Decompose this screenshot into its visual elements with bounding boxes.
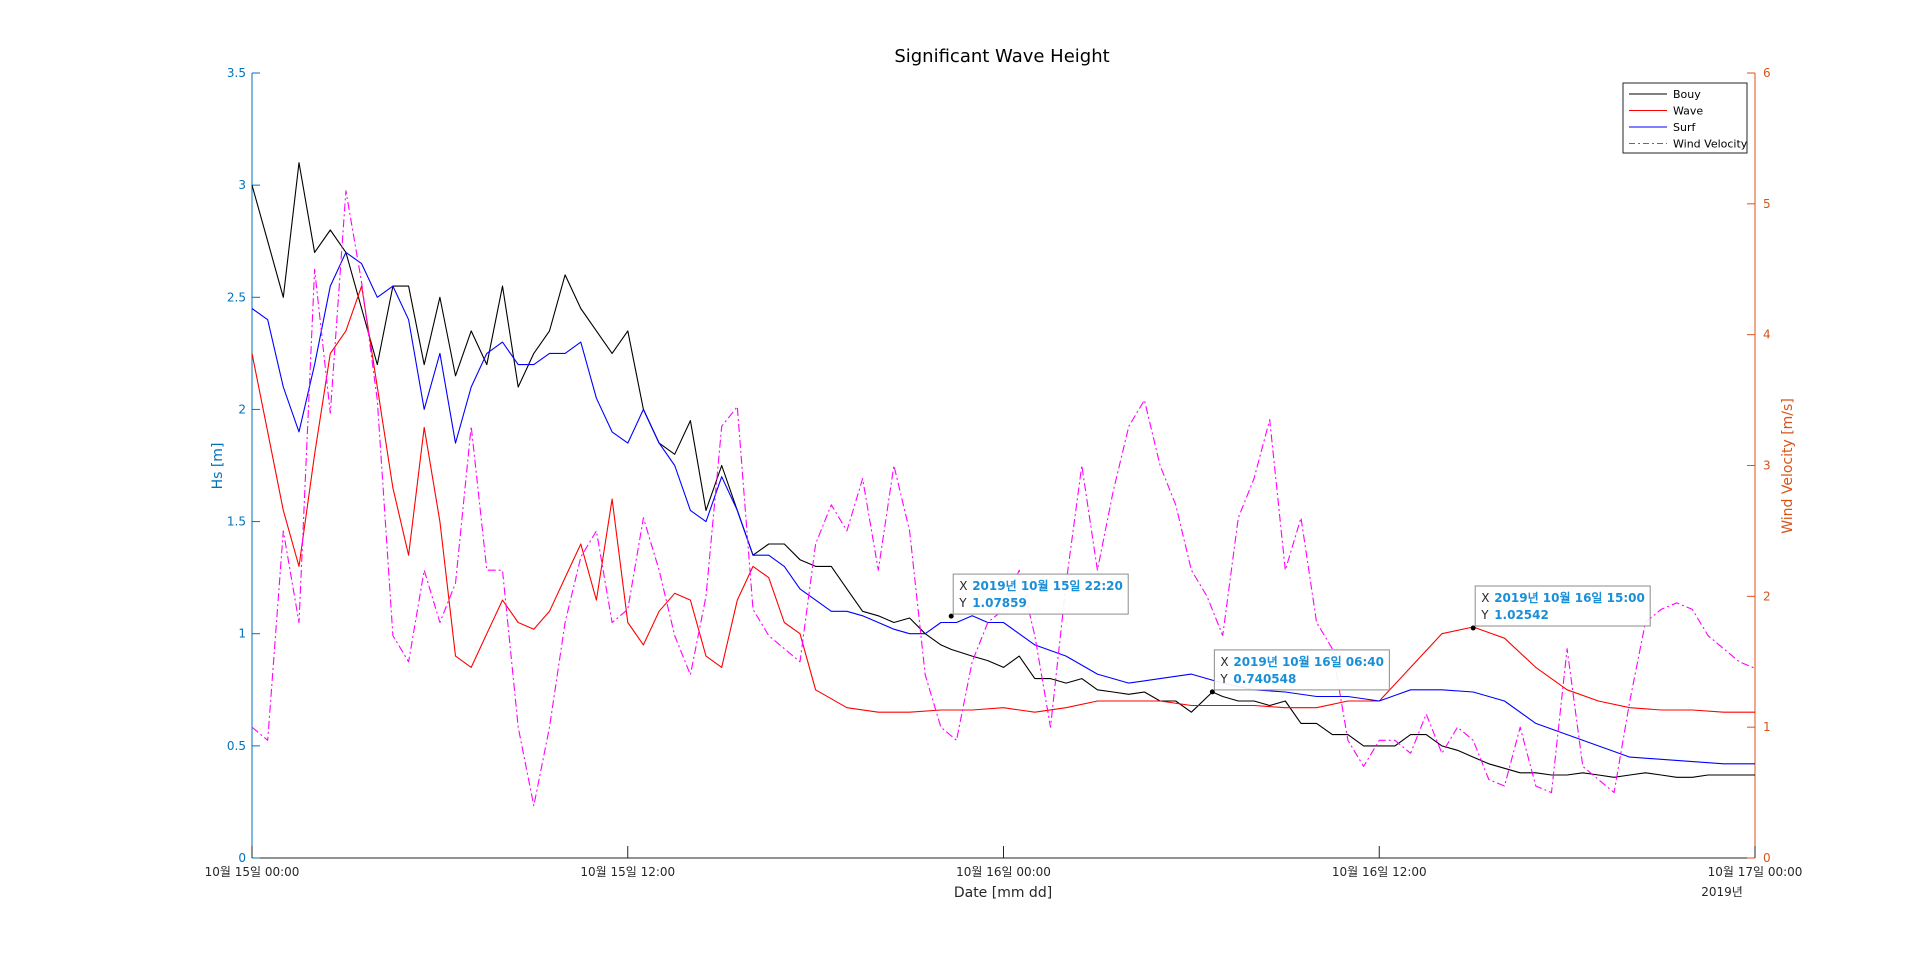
chart-title: Significant Wave Height [894,46,1109,67]
x-year-label: 2019년 [1701,885,1743,899]
datatip-x-value: 2019년 10월 16일 15:00 [1494,590,1645,605]
series-line-wind-velocity [251,190,1756,807]
legend-box [1622,82,1748,154]
x-tick-label: 10월 16일 12:00 [1332,865,1427,879]
legend: Bouy Wave Surf Wind Velocity [1622,82,1748,154]
axes: 0 0.5 1 1.5 2 2.5 3 3.5 0 1 2 3 4 5 6 10월 15일 00:00 10월 … [205,66,1803,879]
y-left-label: Hs [m] [210,443,226,490]
datatip-y-value: 1.07859 [972,596,1027,610]
y-right-tick-label: 4 [1763,328,1771,342]
datatip-y-value: 0.740548 [1233,672,1296,686]
y-right-tick-label: 5 [1763,197,1771,211]
y-left-tick-label: 3.5 [227,66,246,80]
y-left-tick-label: 1.5 [227,515,246,529]
series-layer [251,162,1756,807]
y-right-tick-label: 1 [1763,720,1771,734]
legend-entry: Surf [1673,121,1696,134]
datatip-box [1474,585,1651,627]
datatip-box [952,573,1129,615]
datatip-x-key: X [1481,591,1489,605]
y-left-tick-label: 2 [238,402,246,416]
legend-entry: Wave [1673,105,1703,118]
y-right-tick-label: 0 [1763,851,1771,865]
datatip-y-value: 1.02542 [1494,608,1549,622]
datatip-y-key: Y [1219,672,1228,686]
datatip-y-key: Y [958,596,967,610]
datatip-point [1470,625,1476,631]
x-tick-label: 10월 15일 00:00 [205,865,300,879]
y-left-tick-label: 3 [238,178,246,192]
datatip-x-key: X [959,579,967,593]
y-left-tick-label: 0 [238,851,246,865]
y-left-tick-label: 1 [238,627,246,641]
y-right-tick-label: 6 [1763,66,1771,80]
datatip-box [1213,649,1390,691]
x-tick-label: 10월 17일 00:00 [1708,865,1803,879]
legend-entry: Wind Velocity [1673,138,1748,151]
datatip-point [948,613,954,619]
datatip-y-key: Y [1480,608,1489,622]
y-right-label: Wind Velocity [m/s] [1780,398,1796,534]
datatip-point [1209,689,1215,695]
series-line-bouy [251,162,1755,778]
y-right-tick-label: 2 [1763,589,1771,603]
legend-entry: Bouy [1673,88,1701,101]
datatip-x-value: 2019년 10월 16일 06:40 [1233,654,1384,669]
y-left-tick-label: 0.5 [227,739,246,753]
x-tick-label: 10월 15일 12:00 [580,865,675,879]
series-line-surf [251,251,1755,765]
y-right-tick-label: 3 [1763,459,1771,473]
x-axis-label: Date [mm dd] [954,885,1052,901]
datatip-x-key: X [1220,655,1228,669]
y-left-tick-label: 2.5 [227,290,246,304]
series-line-wave [251,285,1755,713]
datatip-x-value: 2019년 10월 15일 22:20 [972,578,1123,593]
x-tick-label: 10월 16일 00:00 [956,865,1051,879]
annotation-layer: X 2019년 10월 15일 22:20 Y 1.07859 X 2019년 10월 1… [948,573,1651,695]
